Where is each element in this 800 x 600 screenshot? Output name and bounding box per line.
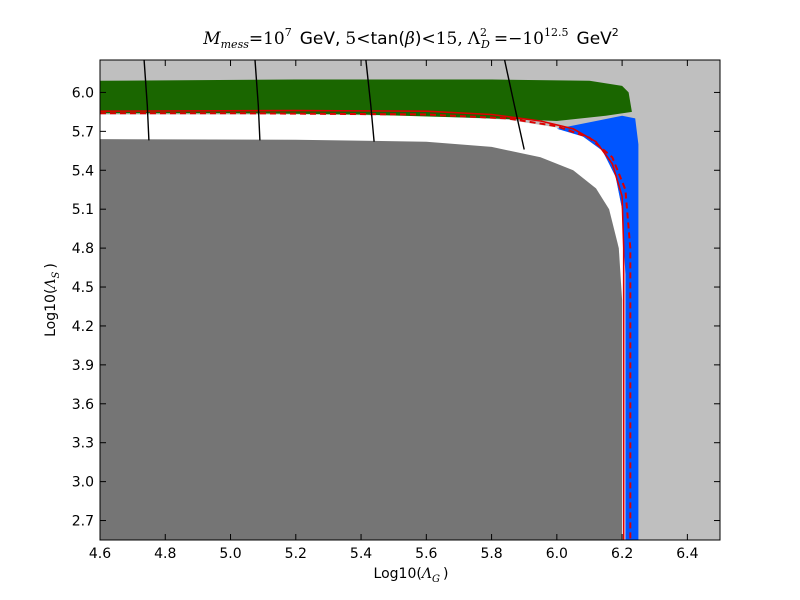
x-tick-label: 5.8	[480, 546, 502, 562]
title-lambda: Λ	[467, 29, 481, 49]
y-axis-title: Log10(ΛS)	[43, 263, 62, 337]
title-m-exponent: 7	[285, 26, 292, 39]
excluded-dark-gray-region	[100, 139, 623, 540]
y-axis: 2.7 3.0 3.3 3.6 3.9 4.2 4.5 4.8 5.1 5.4 5.7 6.0	[72, 85, 720, 530]
y-tick-label: 5.4	[72, 163, 94, 179]
red-solid-contour	[100, 109, 625, 540]
y-tick-label: 4.8	[72, 241, 94, 257]
y-tick-label: 3.9	[72, 358, 94, 374]
x-tick-label: 4.8	[154, 546, 176, 562]
title-lambda-sub: D	[480, 38, 490, 51]
title-gev2: GeV	[577, 29, 613, 49]
x-tick-label: 6.4	[676, 546, 698, 562]
y-tick-label: 2.7	[72, 514, 94, 530]
title-lambda-exponent: 12.5	[544, 26, 569, 39]
title-equals: =	[249, 29, 263, 49]
black-contour-line-4	[503, 60, 525, 150]
x-tick-label: 4.6	[89, 546, 111, 562]
black-contour-group	[143, 60, 525, 150]
title-tan-text: tan(	[371, 29, 406, 49]
title-m-base: 10	[263, 29, 285, 49]
plot-frame	[99, 59, 721, 541]
y-tick-label: 5.1	[72, 202, 94, 218]
chart-title: Mmess=107 GeV, 5<tan(β)<15, Λ2 D =−1012.5 GeV2	[202, 26, 619, 51]
title-gev2-sup: 2	[612, 26, 619, 39]
red-dashed-contour	[100, 112, 632, 540]
black-contour-line-1	[143, 60, 150, 141]
y-tick-label: 5.7	[72, 124, 94, 140]
plot-area	[100, 60, 720, 540]
title-lambda-sup: 2	[480, 26, 487, 39]
title-lambda-base: −10	[508, 29, 544, 49]
title-less2: <	[421, 29, 435, 49]
title-tan-close: )	[415, 29, 422, 49]
y-tick-label: 3.0	[72, 475, 94, 491]
title-m-subscript: mess	[221, 38, 250, 51]
y-tick-label: 6.0	[72, 85, 94, 101]
y-tick-label: 3.3	[72, 436, 94, 452]
title-beta: β	[404, 29, 415, 49]
x-tick-label: 5.2	[285, 546, 307, 562]
x-tick-label: 6.2	[611, 546, 633, 562]
x-tick-label: 5.6	[415, 546, 437, 562]
title-tan-lower: 5	[345, 29, 356, 49]
x-axis-title: Log10(ΛG)	[374, 566, 449, 585]
x-tick-label: 6.0	[546, 546, 568, 562]
title-equals2: =	[494, 29, 508, 49]
x-axis: 4.6 4.8 5.0 5.2 5.4 5.6 5.8 6.0 6.2 6.4	[89, 60, 699, 562]
y-tick-label: 4.5	[72, 280, 94, 296]
title-gev: GeV,	[300, 29, 341, 49]
black-contour-line-3	[365, 60, 375, 142]
title-tan-upper: 15,	[436, 29, 463, 49]
y-tick-label: 4.2	[72, 319, 94, 335]
black-contour-line-2	[254, 60, 261, 141]
y-tick-label: 3.6	[72, 397, 94, 413]
x-tick-label: 5.4	[350, 546, 372, 562]
title-less1: <	[356, 29, 370, 49]
title-m-symbol: M	[202, 29, 221, 49]
x-tick-label: 5.0	[219, 546, 241, 562]
